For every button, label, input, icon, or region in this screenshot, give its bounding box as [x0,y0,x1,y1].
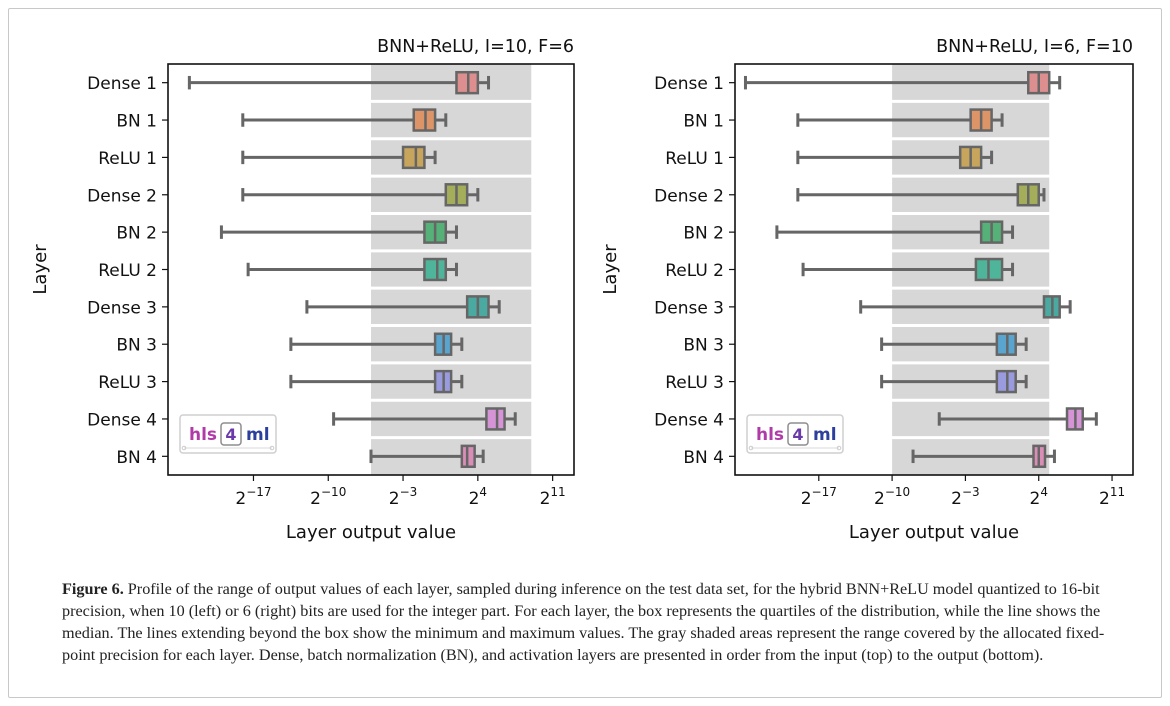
x-tick-label: 24 [1030,485,1048,509]
figure-frame [8,8,1162,698]
y-tick-label: Dense 4 [87,410,157,430]
y-tick-label: BN 4 [116,448,157,468]
logo-text-ml: ml [813,425,837,445]
y-tick-label: BN 1 [683,112,724,132]
x-tick-label: 211 [540,485,566,509]
figure-caption: Figure 6. Profile of the range of output… [62,578,1112,666]
x-axis-label: Layer output value [849,522,1019,543]
x-tick-label: 2−10 [874,485,910,509]
box-dense-4 [485,407,506,431]
y-tick-label: ReLU 3 [665,373,724,393]
y-tick-label: BN 2 [116,224,157,244]
x-tick-label: 24 [469,485,487,509]
x-tick-label: 2−17 [801,485,837,509]
y-tick-label: Dense 2 [654,186,724,206]
logo-circuit-dot [181,445,187,451]
logo-text-hls: hls [189,425,217,445]
y-tick-label: BN 1 [116,112,157,132]
logo-text-ml: ml [246,425,270,445]
axes-frame [734,63,1134,476]
chart-title: BNN+ReLU, I=10, F=6 [377,37,574,57]
logo-circuit-dot [836,445,842,451]
y-tick-label: ReLU 3 [98,373,157,393]
logo-text-4: 4 [225,425,236,444]
hls4ml-logo: hls 4 ml [746,414,844,454]
y-tick-label: Dense 1 [87,74,157,94]
hls4ml-logo: hls 4 ml [179,414,277,454]
y-tick-label: Dense 1 [654,74,724,94]
x-tick-label: 211 [1099,485,1125,509]
box-relu-2 [423,257,448,282]
y-tick-label: Dense 2 [87,186,157,206]
y-tick-label: ReLU 2 [665,261,724,281]
axes-frame [167,63,575,476]
figure-charts: Dense 1 BN 1 ReLU 1 Dense 2 BN 2 ReLU 2 Dense … [30,37,1134,543]
y-tick-label: BN 3 [683,336,724,356]
logo-text-4: 4 [792,425,803,444]
y-tick-label: ReLU 1 [665,149,724,169]
logo-chip [220,422,242,446]
y-axis-label: Layer [600,244,621,295]
y-tick-label: ReLU 2 [98,261,157,281]
chart-title: BNN+ReLU, I=6, F=10 [936,37,1133,57]
y-axis-label: Layer [30,244,51,295]
y-tick-label: BN 4 [683,448,724,468]
x-tick-label: 2−3 [951,485,980,509]
x-tick-label: 2−3 [389,485,418,509]
y-tick-label: Dense 4 [654,410,724,430]
chart-panel-1: Dense 1 BN 1 ReLU 1 Dense 2 BN 2 ReLU 2 Dense … [30,37,575,543]
box-relu-1 [401,145,426,170]
y-tick-label: Dense 3 [654,298,724,318]
y-tick-label: ReLU 1 [98,149,157,169]
y-tick-label: Dense 3 [87,298,157,318]
logo-circuit-dot [269,445,275,451]
logo-text-hls: hls [756,425,784,445]
chart-panel-2: Dense 1 BN 1 ReLU 1 Dense 2 BN 2 ReLU 2 Dense … [600,37,1134,543]
y-tick-label: BN 3 [116,336,157,356]
logo-circuit-dot [748,445,754,451]
x-tick-label: 2−10 [310,485,346,509]
y-tick-label: BN 2 [683,224,724,244]
caption-label: Figure 6. [62,580,124,598]
x-axis-label: Layer output value [286,522,456,543]
x-tick-label: 2−17 [235,485,271,509]
logo-chip [787,422,809,446]
caption-text: Profile of the range of output values of… [62,580,1105,664]
